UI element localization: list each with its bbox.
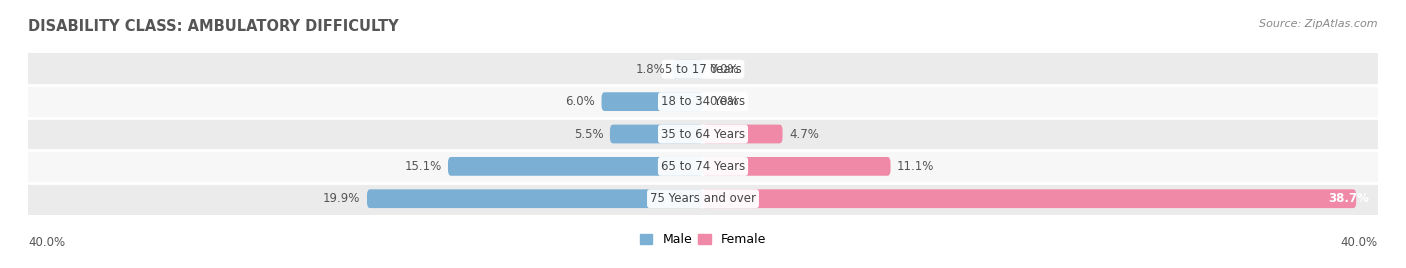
Text: 40.0%: 40.0%	[28, 236, 65, 249]
Text: 75 Years and over: 75 Years and over	[650, 192, 756, 205]
Text: 38.7%: 38.7%	[1329, 192, 1369, 205]
Legend: Male, Female: Male, Female	[636, 228, 770, 251]
FancyBboxPatch shape	[449, 157, 703, 176]
Text: 35 to 64 Years: 35 to 64 Years	[661, 128, 745, 140]
Text: 5.5%: 5.5%	[574, 128, 603, 140]
Text: 18 to 34 Years: 18 to 34 Years	[661, 95, 745, 108]
Text: 40.0%: 40.0%	[1341, 236, 1378, 249]
FancyBboxPatch shape	[28, 183, 1378, 215]
FancyBboxPatch shape	[28, 53, 1378, 85]
FancyBboxPatch shape	[703, 125, 783, 143]
Text: DISABILITY CLASS: AMBULATORY DIFFICULTY: DISABILITY CLASS: AMBULATORY DIFFICULTY	[28, 19, 399, 34]
Text: 6.0%: 6.0%	[565, 95, 595, 108]
Text: 19.9%: 19.9%	[323, 192, 360, 205]
Text: 0.0%: 0.0%	[710, 63, 740, 76]
Text: 0.0%: 0.0%	[710, 95, 740, 108]
Text: 11.1%: 11.1%	[897, 160, 935, 173]
FancyBboxPatch shape	[367, 189, 703, 208]
FancyBboxPatch shape	[28, 150, 1378, 183]
FancyBboxPatch shape	[28, 85, 1378, 118]
FancyBboxPatch shape	[602, 92, 703, 111]
FancyBboxPatch shape	[703, 157, 890, 176]
Text: 1.8%: 1.8%	[636, 63, 666, 76]
Text: Source: ZipAtlas.com: Source: ZipAtlas.com	[1260, 19, 1378, 29]
Text: 65 to 74 Years: 65 to 74 Years	[661, 160, 745, 173]
FancyBboxPatch shape	[672, 60, 703, 79]
FancyBboxPatch shape	[703, 189, 1357, 208]
Text: 5 to 17 Years: 5 to 17 Years	[665, 63, 741, 76]
Text: 15.1%: 15.1%	[405, 160, 441, 173]
FancyBboxPatch shape	[28, 118, 1378, 150]
Text: 4.7%: 4.7%	[789, 128, 818, 140]
FancyBboxPatch shape	[610, 125, 703, 143]
